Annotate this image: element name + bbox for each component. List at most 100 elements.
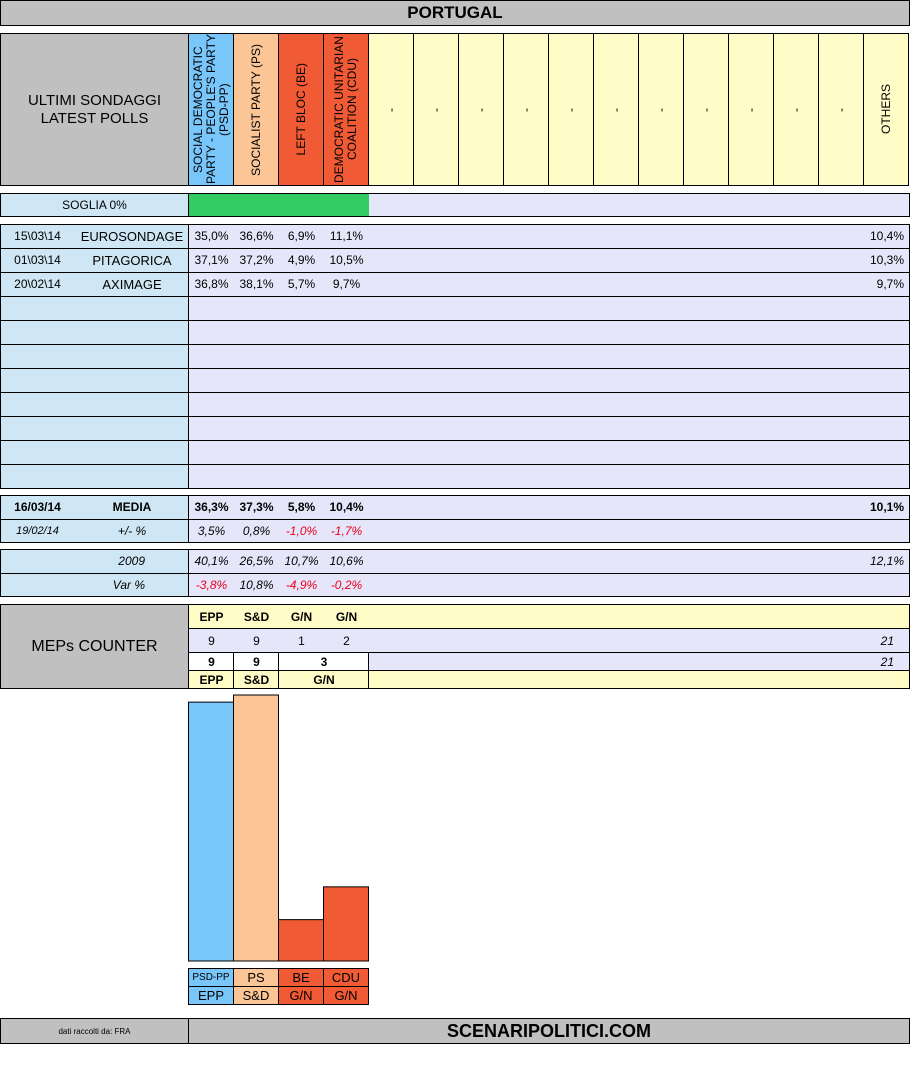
party-header-placeholder-label: - [608, 107, 623, 112]
bar-psd-pp [188, 701, 234, 962]
average-label: MEDIA [112, 500, 152, 514]
poll-others: 9,7% [876, 277, 904, 291]
poll-value: 11,1% [329, 229, 364, 243]
meps-total: 21 [880, 633, 894, 648]
poll-row-divider [0, 440, 910, 441]
party-header-placeholder-label: - [833, 107, 848, 112]
polls-header-label: ULTIMI SONDAGGI LATEST POLLS [0, 33, 189, 186]
poll-row-divider [0, 320, 910, 321]
poll-institute: AXIMAGE [102, 276, 162, 292]
average-value: 36,3% [194, 500, 229, 514]
meps-seat: 9 [253, 633, 260, 648]
poll-value: 10,5% [329, 253, 364, 267]
party-header-3: DEMOCRATIC UNITARIAN COALITION (CDU) [323, 33, 369, 186]
diff-row: 19/02/14 +/- % 3,5% 0,8% -1,0% -1,7% [0, 519, 910, 543]
poll-row: 01\03\14 PITAGORICA 37,1% 37,2% 4,9% 10,5% 10,… [0, 248, 910, 272]
poll-value: 6,9% [287, 229, 316, 243]
party-header-placeholder: - [818, 33, 864, 186]
poll-row-divider [0, 392, 910, 393]
party-header-others: OTHERS [863, 33, 909, 186]
party-header-1: SOCIALIST PARTY (PS) [233, 33, 279, 186]
meps-seat: 9 [208, 633, 215, 648]
diff-value: -1,0% [285, 524, 318, 538]
party-header-placeholder: - [683, 33, 729, 186]
bar-label-be: BE [278, 968, 324, 987]
footer-source: dati raccolti da: FRA [58, 1026, 131, 1036]
poll-institute: PITAGORICA [92, 252, 172, 268]
poll-value: 36,8% [194, 277, 229, 291]
var-value: -3,8% [195, 578, 228, 592]
party-header-placeholder: - [503, 33, 549, 186]
var-value: -4,9% [285, 578, 318, 592]
meps-grouped-name-cell [278, 670, 369, 689]
poll-row-divider [0, 296, 910, 297]
footer-site-block: SCENARIPOLITICI.COM [188, 1018, 910, 1044]
polls-left-block [0, 224, 189, 489]
threshold-text: SOGLIA 0% [62, 198, 127, 212]
threshold-label: SOGLIA 0% [0, 193, 189, 217]
bar-group-be: G/N [278, 986, 324, 1005]
poll-others: 10,3% [869, 253, 904, 267]
meps-group: S&D [243, 609, 270, 624]
bar-group-cdu: G/N [323, 986, 369, 1005]
meps-grouped-name: G/N [313, 672, 335, 687]
var-row: Var % -3,8% 10,8% -4,9% -0,2% [0, 573, 910, 597]
var-value: 10,8% [239, 578, 274, 592]
poll-row-divider [0, 248, 910, 249]
bar-label-psd-pp: PSD-PP [188, 968, 234, 987]
bar-label-ps: PS [233, 968, 279, 987]
poll-row: 15\03\14 EUROSONDAGE 35,0% 36,6% 6,9% 11,1% 10… [0, 224, 910, 248]
page-title: PORTUGAL [407, 3, 503, 22]
meps-grouped-seat: 9 [253, 654, 260, 669]
election-row: 2009 40,1% 26,5% 10,7% 10,6% 12,1% [0, 549, 910, 573]
party-header-placeholder: - [368, 33, 414, 186]
title-bar: PORTUGAL [0, 0, 910, 26]
election-value: 26,5% [239, 554, 274, 568]
bar-be [278, 919, 324, 962]
bar-group-ps: S&D [233, 986, 279, 1005]
meps-grouped-name: S&D [243, 672, 270, 687]
diff-value: -1,7% [330, 524, 363, 538]
poll-row-divider [0, 272, 910, 273]
poll-row-divider [0, 344, 910, 345]
party-header-2: LEFT BLOC (BE) [278, 33, 324, 186]
party-header-placeholder: - [728, 33, 774, 186]
poll-value: 37,2% [239, 253, 274, 267]
election-value: 40,1% [194, 554, 229, 568]
poll-row-divider [0, 368, 910, 369]
meps-group: G/N [290, 609, 313, 624]
poll-institute: EUROSONDAGE [80, 228, 184, 244]
election-divider [0, 573, 910, 574]
party-header-1-label: SOCIALIST PARTY (PS) [248, 43, 263, 176]
bar-label-cdu: CDU [323, 968, 369, 987]
poll-row-divider [0, 464, 910, 465]
party-header-placeholder-label: - [788, 107, 803, 112]
meps-group: G/N [335, 609, 358, 624]
party-header-placeholder-label: - [698, 107, 713, 112]
party-header-placeholder-label: - [518, 107, 533, 112]
poll-value: 36,6% [239, 229, 274, 243]
party-header-placeholder: - [638, 33, 684, 186]
meps-grouped-name: EPP [199, 672, 224, 687]
party-header-2-label: LEFT BLOC (BE) [293, 63, 308, 156]
election-value: 10,7% [284, 554, 319, 568]
party-header-placeholder: - [458, 33, 504, 186]
election-year: 2009 [118, 554, 145, 568]
poll-value: 4,9% [287, 253, 316, 267]
poll-row-divider [0, 416, 910, 417]
election-value: 10,6% [329, 554, 364, 568]
diff-date: 19/02/14 [16, 525, 59, 537]
meps-grouped-total: 21 [880, 654, 894, 669]
poll-value: 35,0% [194, 229, 229, 243]
party-header-3-label: DEMOCRATIC UNITARIAN COALITION (CDU) [332, 36, 359, 183]
meps-grouped-seat: 3 [320, 654, 328, 669]
party-header-placeholder-label: - [563, 107, 578, 112]
party-header-placeholder-label: - [743, 107, 758, 112]
party-header-placeholder: - [773, 33, 819, 186]
party-header-others-label: OTHERS [878, 84, 893, 135]
average-date: 16/03/14 [14, 500, 61, 514]
var-label: Var % [112, 578, 145, 592]
poll-others: 10,4% [869, 229, 904, 243]
diff-value: 3,5% [197, 524, 226, 538]
party-header-placeholder-label: - [473, 107, 488, 112]
